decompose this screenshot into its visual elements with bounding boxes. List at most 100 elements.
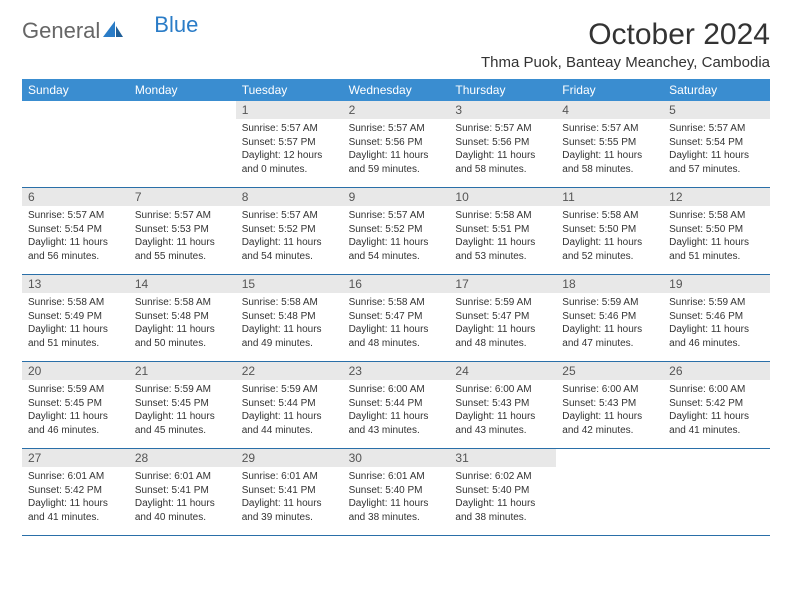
day-number: 2 xyxy=(343,101,450,119)
brand-general: General xyxy=(22,18,100,44)
sunset-text: Sunset: 5:54 PM xyxy=(28,223,123,237)
daylight-text: Daylight: 11 hours and 39 minutes. xyxy=(242,497,337,524)
sunrise-text: Sunrise: 6:01 AM xyxy=(135,470,230,484)
day-number: 20 xyxy=(22,362,129,380)
sunset-text: Sunset: 5:47 PM xyxy=(455,310,550,324)
sunset-text: Sunset: 5:48 PM xyxy=(135,310,230,324)
brand-logo: General Blue xyxy=(22,18,198,44)
calendar-cell: 1Sunrise: 5:57 AMSunset: 5:57 PMDaylight… xyxy=(236,101,343,187)
daylight-text: Daylight: 11 hours and 45 minutes. xyxy=(135,410,230,437)
daylight-text: Daylight: 11 hours and 51 minutes. xyxy=(669,236,764,263)
sunset-text: Sunset: 5:45 PM xyxy=(28,397,123,411)
brand-sail-icon xyxy=(102,18,124,44)
sunrise-text: Sunrise: 5:57 AM xyxy=(455,122,550,136)
sunset-text: Sunset: 5:47 PM xyxy=(349,310,444,324)
calendar-cell: 17 Sunrise: 5:59 AMSunset: 5:47 PMDayligh… xyxy=(449,275,556,361)
sunset-text: Sunset: 5:56 PM xyxy=(455,136,550,150)
calendar-cell: 24Sunrise: 6:00 AMSunset: 5:43 PMDayligh… xyxy=(449,362,556,448)
day-info: Sunrise: 5:57 AMSunset: 5:54 PMDaylight:… xyxy=(22,206,129,267)
sunset-text: Sunset: 5:50 PM xyxy=(669,223,764,237)
day-info: Sunrise: 5:57 AMSunset: 5:56 PMDaylight:… xyxy=(343,119,450,180)
daylight-text: Daylight: 11 hours and 56 minutes. xyxy=(28,236,123,263)
sunset-text: Sunset: 5:52 PM xyxy=(349,223,444,237)
day-info: Sunrise: 5:59 AMSunset: 5:45 PMDaylight:… xyxy=(129,380,236,441)
sunrise-text: Sunrise: 5:57 AM xyxy=(28,209,123,223)
sunset-text: Sunset: 5:44 PM xyxy=(242,397,337,411)
day-number: 22 xyxy=(236,362,343,380)
daylight-text: Daylight: 11 hours and 48 minutes. xyxy=(349,323,444,350)
calendar-cell: 21Sunrise: 5:59 AMSunset: 5:45 PMDayligh… xyxy=(129,362,236,448)
sunset-text: Sunset: 5:45 PM xyxy=(135,397,230,411)
title-block: October 2024 Thma Puok, Banteay Meanchey… xyxy=(481,18,770,71)
day-number: 10 xyxy=(449,188,556,206)
day-info: Sunrise: 5:57 AMSunset: 5:52 PMDaylight:… xyxy=(236,206,343,267)
day-number: 29 xyxy=(236,449,343,467)
day-number: 14 xyxy=(129,275,236,293)
day-number: 28 xyxy=(129,449,236,467)
sunset-text: Sunset: 5:42 PM xyxy=(28,484,123,498)
day-number: 25 xyxy=(556,362,663,380)
calendar-cell: 15Sunrise: 5:58 AMSunset: 5:48 PMDayligh… xyxy=(236,275,343,361)
sunrise-text: Sunrise: 6:00 AM xyxy=(669,383,764,397)
day-number: 1 xyxy=(236,101,343,119)
day-info: Sunrise: 5:57 AMSunset: 5:55 PMDaylight:… xyxy=(556,119,663,180)
week-row: 13Sunrise: 5:58 AMSunset: 5:49 PMDayligh… xyxy=(22,275,770,362)
daylight-text: Daylight: 11 hours and 44 minutes. xyxy=(242,410,337,437)
day-info: Sunrise: 6:02 AMSunset: 5:40 PMDaylight:… xyxy=(449,467,556,528)
calendar-cell: 6Sunrise: 5:57 AMSunset: 5:54 PMDaylight… xyxy=(22,188,129,274)
sunset-text: Sunset: 5:48 PM xyxy=(242,310,337,324)
sunrise-text: Sunrise: 6:00 AM xyxy=(455,383,550,397)
day-number: 26 xyxy=(663,362,770,380)
sunrise-text: Sunrise: 6:01 AM xyxy=(242,470,337,484)
sunset-text: Sunset: 5:57 PM xyxy=(242,136,337,150)
day-label-sat: Saturday xyxy=(663,79,770,101)
sunrise-text: Sunrise: 5:57 AM xyxy=(349,209,444,223)
day-number xyxy=(663,449,770,453)
sunset-text: Sunset: 5:51 PM xyxy=(455,223,550,237)
daylight-text: Daylight: 11 hours and 59 minutes. xyxy=(349,149,444,176)
day-label-mon: Monday xyxy=(129,79,236,101)
sunrise-text: Sunrise: 5:58 AM xyxy=(28,296,123,310)
day-number: 27 xyxy=(22,449,129,467)
day-number: 17 xyxy=(449,275,556,293)
day-info: Sunrise: 5:57 AMSunset: 5:52 PMDaylight:… xyxy=(343,206,450,267)
header: General Blue October 2024 Thma Puok, Ban… xyxy=(22,18,770,71)
day-number xyxy=(556,449,663,453)
location: Thma Puok, Banteay Meanchey, Cambodia xyxy=(481,54,770,71)
sunrise-text: Sunrise: 5:58 AM xyxy=(669,209,764,223)
calendar-cell: 27Sunrise: 6:01 AMSunset: 5:42 PMDayligh… xyxy=(22,449,129,535)
sunset-text: Sunset: 5:41 PM xyxy=(242,484,337,498)
day-number: 23 xyxy=(343,362,450,380)
sunset-text: Sunset: 5:43 PM xyxy=(562,397,657,411)
calendar-cell: 14Sunrise: 5:58 AMSunset: 5:48 PMDayligh… xyxy=(129,275,236,361)
day-info: Sunrise: 5:59 AMSunset: 5:44 PMDaylight:… xyxy=(236,380,343,441)
daylight-text: Daylight: 11 hours and 43 minutes. xyxy=(349,410,444,437)
day-number: 30 xyxy=(343,449,450,467)
day-info: Sunrise: 5:58 AMSunset: 5:50 PMDaylight:… xyxy=(556,206,663,267)
calendar-cell: 2Sunrise: 5:57 AMSunset: 5:56 PMDaylight… xyxy=(343,101,450,187)
daylight-text: Daylight: 11 hours and 58 minutes. xyxy=(562,149,657,176)
daylight-text: Daylight: 11 hours and 53 minutes. xyxy=(455,236,550,263)
daylight-text: Daylight: 11 hours and 48 minutes. xyxy=(455,323,550,350)
day-info: Sunrise: 6:00 AMSunset: 5:42 PMDaylight:… xyxy=(663,380,770,441)
day-number: 4 xyxy=(556,101,663,119)
sunset-text: Sunset: 5:50 PM xyxy=(562,223,657,237)
day-number: 16 xyxy=(343,275,450,293)
day-number: 7 xyxy=(129,188,236,206)
calendar-cell: 8Sunrise: 5:57 AMSunset: 5:52 PMDaylight… xyxy=(236,188,343,274)
daylight-text: Daylight: 11 hours and 47 minutes. xyxy=(562,323,657,350)
day-number: 8 xyxy=(236,188,343,206)
sunset-text: Sunset: 5:46 PM xyxy=(669,310,764,324)
day-number: 31 xyxy=(449,449,556,467)
day-info: Sunrise: 6:00 AMSunset: 5:43 PMDaylight:… xyxy=(556,380,663,441)
sunrise-text: Sunrise: 6:02 AM xyxy=(455,470,550,484)
sunrise-text: Sunrise: 5:59 AM xyxy=(455,296,550,310)
day-info: Sunrise: 5:57 AMSunset: 5:53 PMDaylight:… xyxy=(129,206,236,267)
daylight-text: Daylight: 11 hours and 38 minutes. xyxy=(349,497,444,524)
day-number: 13 xyxy=(22,275,129,293)
day-number: 19 xyxy=(663,275,770,293)
day-label-fri: Friday xyxy=(556,79,663,101)
day-info: Sunrise: 5:58 AMSunset: 5:50 PMDaylight:… xyxy=(663,206,770,267)
day-info: Sunrise: 6:01 AMSunset: 5:41 PMDaylight:… xyxy=(236,467,343,528)
day-label-tue: Tuesday xyxy=(236,79,343,101)
